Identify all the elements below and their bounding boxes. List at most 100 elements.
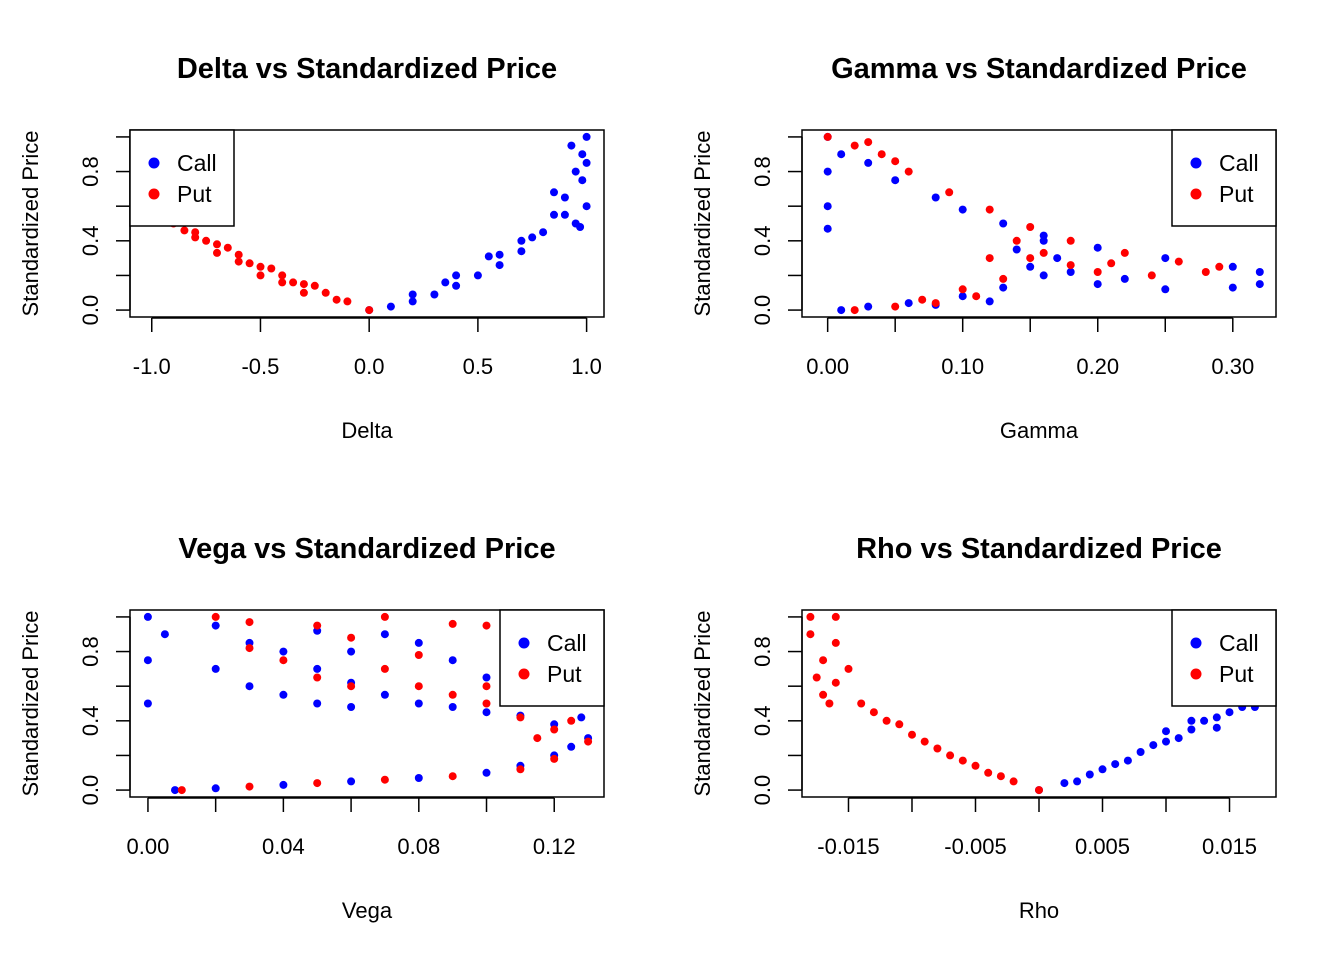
data-point-call xyxy=(279,690,288,699)
data-point-put xyxy=(313,621,322,630)
legend-label-put: Put xyxy=(177,181,212,207)
data-point-put xyxy=(256,271,265,280)
chart-title: Rho vs Standardized Price xyxy=(856,533,1222,565)
data-point-put xyxy=(985,254,994,263)
data-point-put xyxy=(223,243,232,252)
data-point-call xyxy=(578,176,587,185)
data-point-call xyxy=(1123,756,1132,765)
data-point-put xyxy=(482,621,491,630)
data-point-call xyxy=(1093,243,1102,252)
data-point-call xyxy=(143,612,152,621)
chart-title: Delta vs Standardized Price xyxy=(177,53,557,85)
data-point-put xyxy=(864,138,873,147)
data-point-call xyxy=(1187,725,1196,734)
y-axis-label: Standardized Price xyxy=(18,611,43,797)
data-point-call xyxy=(517,247,526,256)
data-point-call xyxy=(1212,723,1221,732)
y-tick-label: 0.4 xyxy=(750,226,775,257)
data-point-put xyxy=(1012,236,1021,245)
data-points xyxy=(143,612,593,795)
data-point-put xyxy=(985,205,994,214)
data-point-call xyxy=(582,158,591,167)
data-point-call xyxy=(958,205,967,214)
legend-label-call: Call xyxy=(547,630,587,656)
data-point-call xyxy=(1200,716,1209,725)
chart-title: Gamma vs Standardized Price xyxy=(831,53,1247,85)
legend-marker-put xyxy=(518,668,530,680)
x-tick-label: 0.0 xyxy=(354,354,385,379)
data-point-call xyxy=(495,261,504,270)
data-point-call xyxy=(211,621,220,630)
data-point-put xyxy=(831,612,840,621)
data-point-call xyxy=(904,299,913,308)
legend-label-put: Put xyxy=(1219,661,1254,687)
legend-marker-call xyxy=(518,637,530,649)
data-point-put xyxy=(823,132,832,141)
data-point-call xyxy=(571,167,580,176)
data-point-put xyxy=(891,302,900,311)
data-point-call xyxy=(985,297,994,306)
data-point-call xyxy=(931,193,940,202)
data-point-put xyxy=(1174,257,1183,266)
legend-marker-put xyxy=(148,188,160,200)
data-point-put xyxy=(213,248,221,257)
data-point-call xyxy=(550,188,558,197)
legend-box xyxy=(1171,129,1277,227)
data-point-put xyxy=(850,141,859,150)
legend: Call Put xyxy=(499,609,605,707)
data-point-put xyxy=(279,656,288,665)
data-point-put xyxy=(516,713,525,722)
data-point-put xyxy=(857,699,866,708)
data-point-put xyxy=(1215,262,1224,271)
data-point-put xyxy=(299,288,308,297)
data-point-call xyxy=(1161,285,1170,294)
legend: Call Put xyxy=(1171,129,1277,227)
data-point-call xyxy=(823,202,832,211)
data-point-call xyxy=(1026,262,1035,271)
x-tick-label: 0.08 xyxy=(397,834,440,859)
data-point-call xyxy=(441,278,450,287)
data-point-put xyxy=(245,259,254,268)
data-point-put xyxy=(1035,786,1043,795)
data-point-call xyxy=(430,290,439,299)
data-point-put xyxy=(448,619,457,628)
legend-box xyxy=(129,129,235,227)
data-point-put xyxy=(958,285,967,294)
data-point-put xyxy=(343,297,352,306)
legend-label-call: Call xyxy=(177,150,217,176)
data-point-call xyxy=(864,302,873,311)
legend-label-put: Put xyxy=(1219,181,1254,207)
data-point-call xyxy=(347,703,356,711)
data-point-call xyxy=(1039,236,1048,245)
data-points xyxy=(806,612,1259,795)
x-tick-label: 0.00 xyxy=(127,834,170,859)
data-point-put xyxy=(1009,777,1018,786)
data-point-call xyxy=(279,780,288,789)
data-point-call xyxy=(1111,760,1120,769)
x-axis-label: Rho xyxy=(1019,898,1059,923)
data-point-call xyxy=(578,150,587,159)
data-point-put xyxy=(448,690,457,699)
data-point-call xyxy=(517,236,526,245)
data-point-call xyxy=(1255,280,1264,289)
data-point-put xyxy=(310,281,319,290)
data-point-put xyxy=(584,737,593,746)
data-point-call xyxy=(567,742,576,751)
data-point-call xyxy=(958,292,967,301)
data-point-call xyxy=(414,699,423,708)
data-point-call xyxy=(347,647,356,656)
data-point-call xyxy=(1093,280,1102,289)
data-point-call xyxy=(386,302,395,311)
data-point-call xyxy=(1053,254,1062,263)
legend-box xyxy=(1171,609,1277,707)
data-point-call xyxy=(576,223,585,231)
data-point-call xyxy=(313,664,322,673)
data-point-put xyxy=(567,716,576,725)
data-point-call xyxy=(539,228,548,237)
legend-marker-call xyxy=(148,157,160,169)
legend-label-put: Put xyxy=(547,661,582,687)
data-point-call xyxy=(1039,271,1048,280)
y-tick-label: 0.4 xyxy=(750,706,775,737)
data-point-call xyxy=(482,708,491,717)
data-point-put xyxy=(812,673,821,682)
